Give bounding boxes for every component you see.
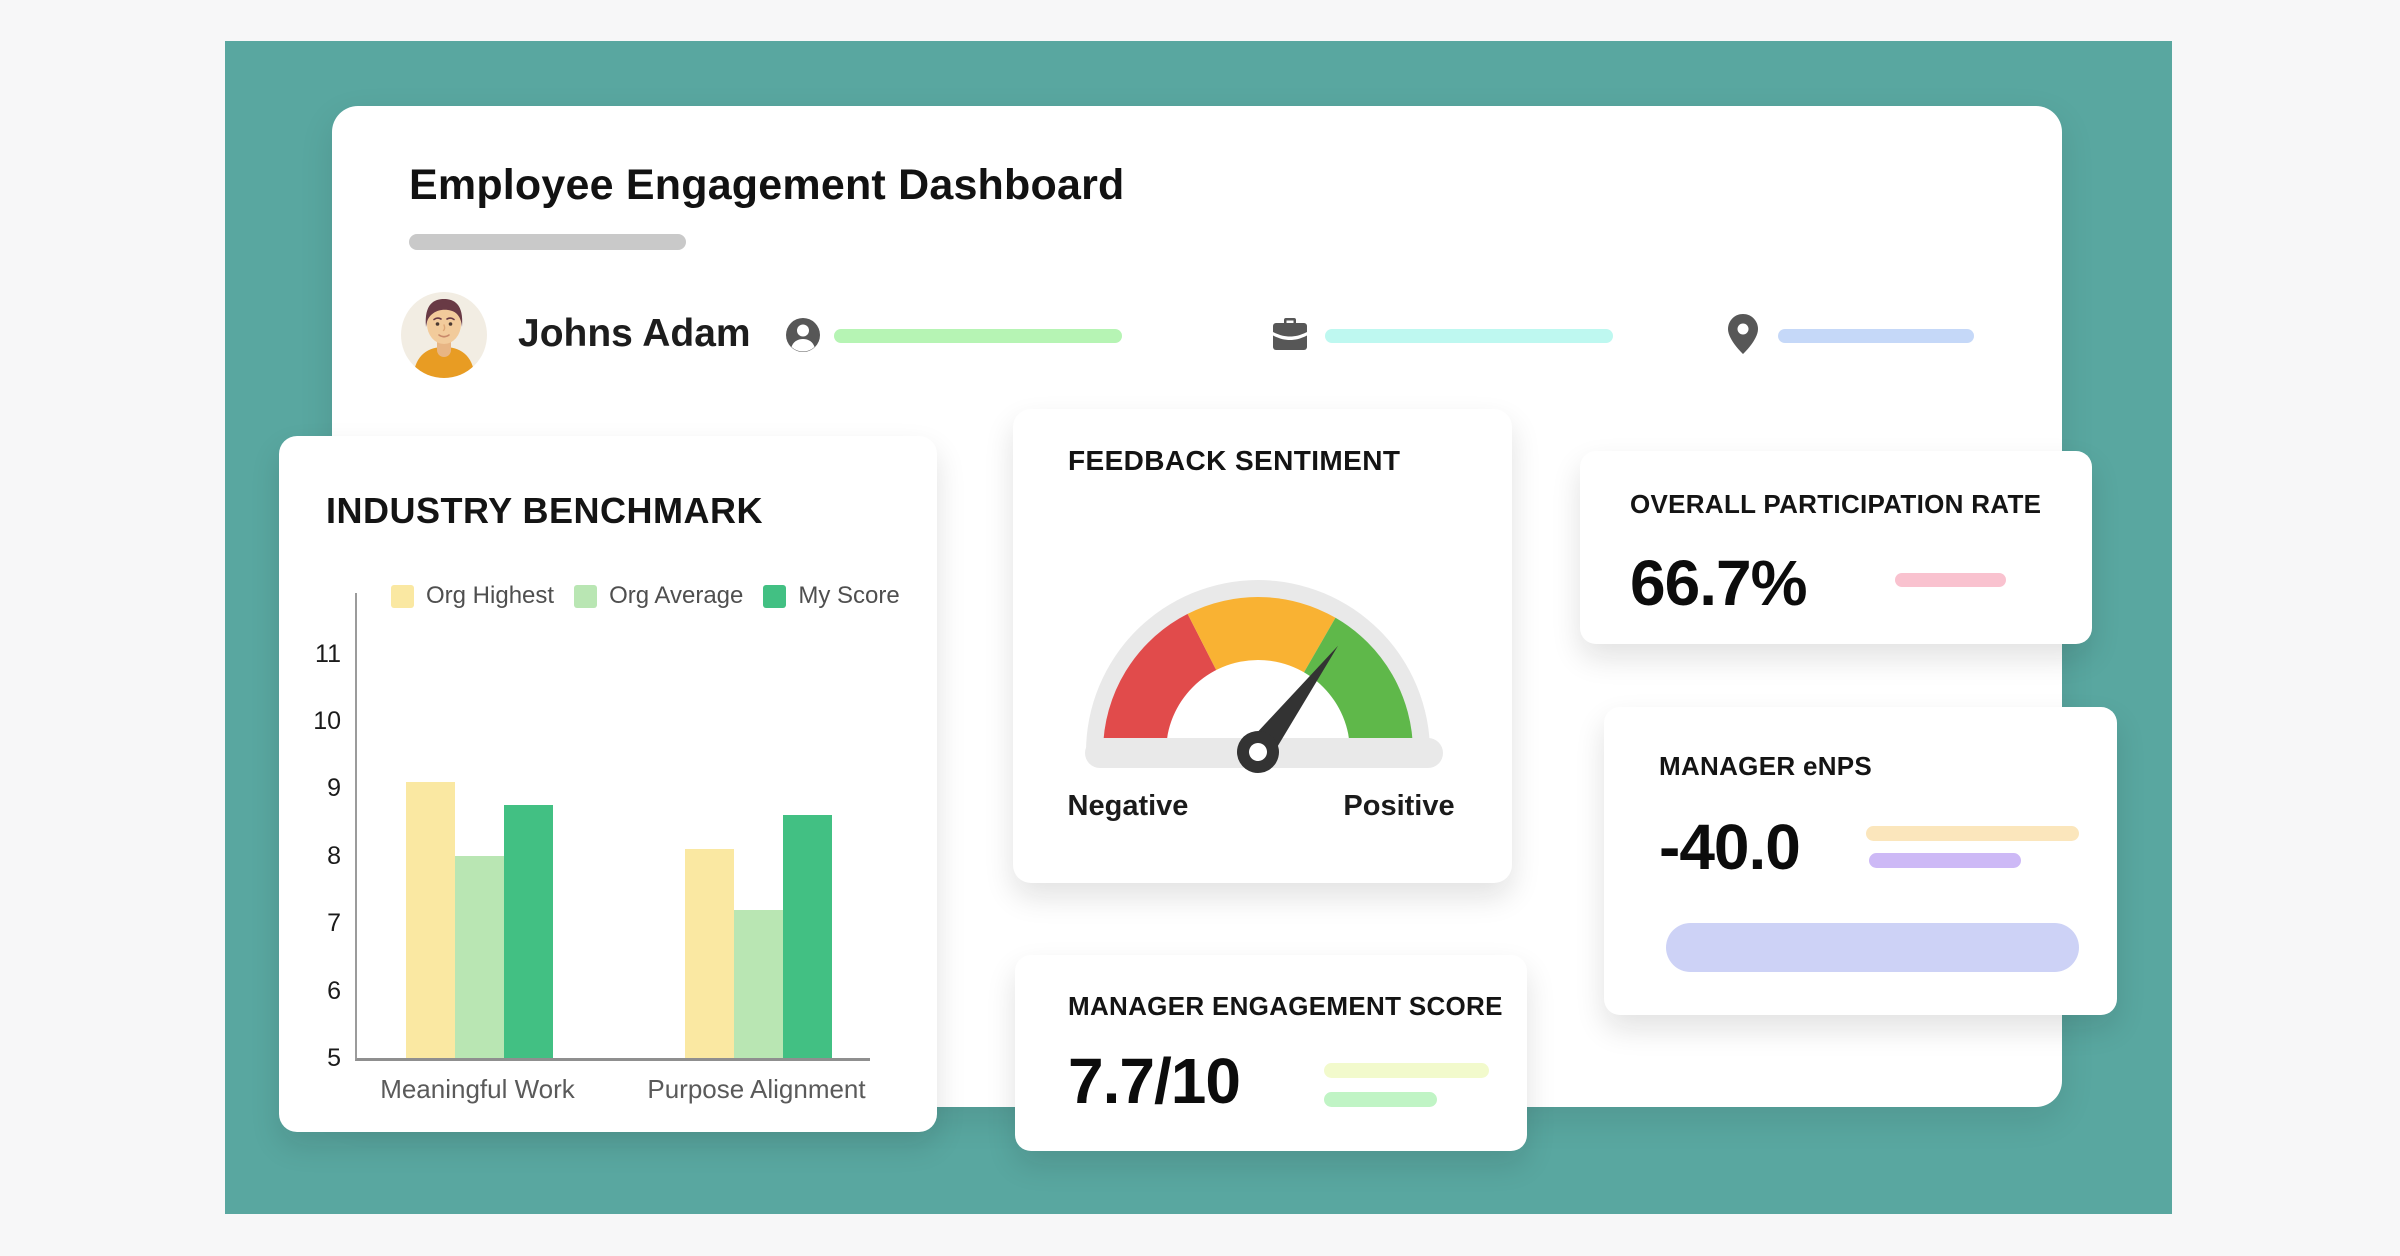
page-title: Employee Engagement Dashboard — [409, 161, 1125, 209]
role-placeholder-bar — [1325, 329, 1613, 343]
benchmark-plot: 11 10 9 8 7 6 5 — [313, 593, 870, 1072]
engagement-score-card: MANAGER ENGAGEMENT SCORE 7.7/10 — [1015, 955, 1527, 1151]
category-label: Purpose Alignment — [647, 1074, 866, 1104]
legend-swatch — [391, 584, 414, 608]
bar-group — [406, 781, 553, 1058]
location-placeholder-bar — [1778, 329, 1974, 343]
engagement-placeholder-bar-1 — [1324, 1063, 1489, 1078]
enps-placeholder-bar-2 — [1869, 853, 2021, 868]
y-tick-label: 11 — [315, 639, 341, 668]
legend-item: My Score — [763, 582, 900, 610]
location-pin-icon — [1728, 314, 1758, 354]
participation-title: OVERALL PARTICIPATION RATE — [1630, 489, 2042, 519]
participation-rate-card: OVERALL PARTICIPATION RATE 66.7% — [1580, 451, 2092, 644]
sentiment-gauge — [1085, 580, 1443, 787]
bar-my-score — [783, 815, 832, 1058]
gauge-positive-label: Positive — [1343, 790, 1455, 822]
engagement-title: MANAGER ENGAGEMENT SCORE — [1068, 991, 1503, 1021]
gauge-needle — [1237, 645, 1339, 773]
bar-my-score — [504, 805, 553, 1058]
manager-enps-card: MANAGER eNPS -40.0 — [1604, 707, 2117, 1015]
y-tick-label: 8 — [327, 841, 341, 870]
legend-swatch — [763, 584, 787, 608]
bar-org-highest — [685, 849, 734, 1058]
engagement-value: 7.7/10 — [1068, 1045, 1241, 1117]
legend-label: Org Highest — [426, 582, 555, 609]
user-name: Johns Adam — [518, 312, 751, 355]
person-icon — [786, 318, 820, 352]
gauge-negative-label: Negative — [1067, 790, 1189, 822]
legend-swatch — [574, 584, 598, 608]
feedback-sentiment-card: FEEDBACK SENTIMENT Negative Positive — [1013, 409, 1512, 883]
y-tick-label: 7 — [327, 909, 341, 938]
category-label: Meaningful Work — [380, 1074, 575, 1104]
legend-label: Org Average — [609, 582, 744, 609]
legend-item: Org Highest — [391, 582, 554, 610]
enps-placeholder-bar-1 — [1866, 826, 2079, 841]
engagement-placeholder-bar-2 — [1324, 1092, 1437, 1107]
legend-label: My Score — [798, 582, 900, 609]
industry-benchmark-card: INDUSTRY BENCHMARK Org Highest Org Averag… — [279, 436, 937, 1132]
feedback-title: FEEDBACK SENTIMENT — [1068, 445, 1401, 476]
enps-value: -40.0 — [1659, 811, 1801, 883]
bar-org-highest — [406, 781, 455, 1058]
bar-group — [685, 815, 832, 1058]
benchmark-categories: Meaningful Work Purpose Alignment — [355, 1074, 868, 1114]
bar-org-average — [455, 855, 504, 1058]
participation-value: 66.7% — [1630, 547, 1807, 619]
y-tick-label: 5 — [327, 1044, 341, 1072]
name-placeholder-bar — [834, 329, 1122, 343]
enps-title: MANAGER eNPS — [1659, 751, 1873, 781]
participation-accent-bar — [1895, 573, 2006, 587]
benchmark-title: INDUSTRY BENCHMARK — [326, 490, 764, 531]
benchmark-legend: Org Highest Org Average My Score — [391, 582, 900, 610]
bar-org-average — [734, 909, 783, 1058]
title-underline-bar — [409, 234, 686, 250]
legend-item: Org Average — [574, 582, 743, 610]
enps-large-bar — [1666, 923, 2079, 972]
briefcase-icon — [1273, 318, 1307, 350]
y-tick-label: 6 — [327, 976, 341, 1005]
y-tick-label: 9 — [327, 774, 341, 803]
y-tick-label: 10 — [313, 707, 341, 736]
user-avatar — [401, 292, 487, 378]
